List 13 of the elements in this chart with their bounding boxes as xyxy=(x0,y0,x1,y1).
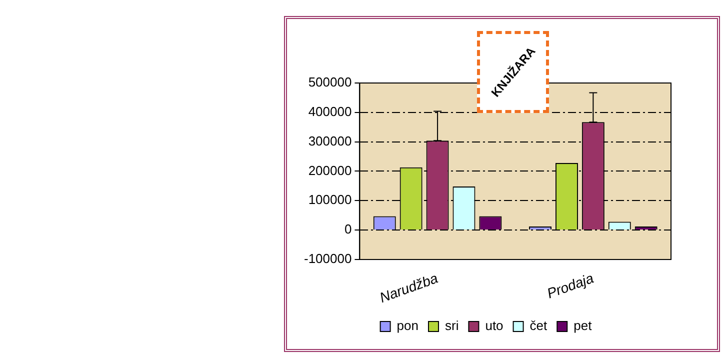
legend-label: pet xyxy=(574,318,592,334)
y-tick-label: 400000 xyxy=(308,104,352,119)
y-tick-label: 0 xyxy=(344,222,352,237)
legend-label: pon xyxy=(396,318,419,334)
y-tick-label: -100000 xyxy=(304,251,352,266)
y-tick-label: 300000 xyxy=(308,133,352,148)
x-tick-label: Prodaja xyxy=(544,270,596,302)
legend-label: sri xyxy=(444,318,459,334)
legend-label: uto xyxy=(485,318,504,334)
y-tick-label: 500000 xyxy=(308,74,352,90)
legend-label: čet xyxy=(530,318,548,334)
y-tick-label: 100000 xyxy=(308,192,352,208)
y-tick-label: 200000 xyxy=(308,162,352,178)
